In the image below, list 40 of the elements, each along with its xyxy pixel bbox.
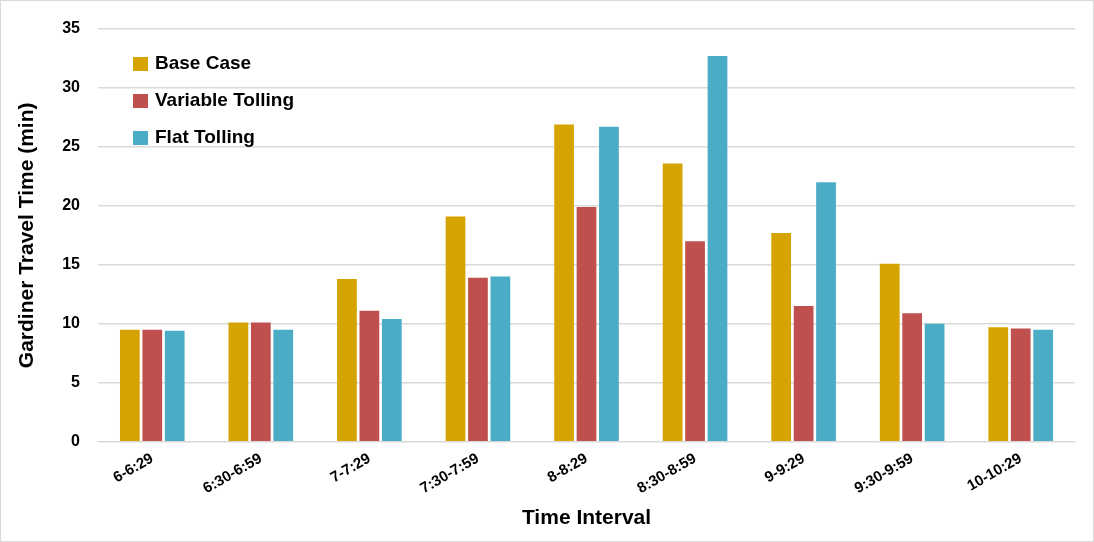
bar bbox=[902, 313, 923, 441]
bar bbox=[381, 319, 402, 441]
x-axis-title: Time Interval bbox=[521, 505, 652, 529]
bar bbox=[445, 216, 466, 441]
bar bbox=[1033, 329, 1054, 441]
bar bbox=[490, 276, 511, 441]
y-tick-label: 15 bbox=[62, 255, 81, 273]
bar bbox=[1010, 328, 1031, 441]
y-tick-label: 5 bbox=[71, 373, 81, 391]
bar bbox=[771, 232, 792, 441]
bar bbox=[554, 124, 574, 441]
bar bbox=[228, 322, 249, 441]
y-tick-label: 25 bbox=[62, 137, 81, 155]
bar bbox=[576, 207, 597, 441]
bar bbox=[359, 310, 380, 441]
bar bbox=[707, 56, 728, 441]
bar bbox=[599, 126, 619, 441]
bar bbox=[142, 329, 163, 441]
y-tick-label: 20 bbox=[62, 196, 81, 214]
y-tick-label: 0 bbox=[71, 432, 81, 450]
legend-label: Variable Tolling bbox=[155, 89, 295, 111]
bar bbox=[879, 263, 900, 441]
bar bbox=[924, 323, 945, 441]
bar bbox=[988, 327, 1009, 441]
bar bbox=[273, 329, 294, 441]
y-axis-title: Gardiner Travel Time (min) bbox=[14, 102, 38, 369]
bar bbox=[662, 163, 683, 441]
legend-label: Flat Tolling bbox=[155, 126, 255, 148]
legend-label: Base Case bbox=[155, 52, 252, 74]
bar bbox=[793, 306, 814, 441]
y-tick-label: 30 bbox=[62, 78, 81, 96]
bar bbox=[816, 182, 836, 441]
bar bbox=[685, 241, 705, 441]
bar bbox=[337, 278, 357, 441]
bar bbox=[164, 330, 185, 441]
bar bbox=[119, 329, 140, 441]
y-tick-label: 10 bbox=[62, 314, 81, 332]
bar bbox=[468, 277, 488, 441]
bar bbox=[250, 322, 271, 441]
y-tick-label: 35 bbox=[62, 19, 81, 37]
